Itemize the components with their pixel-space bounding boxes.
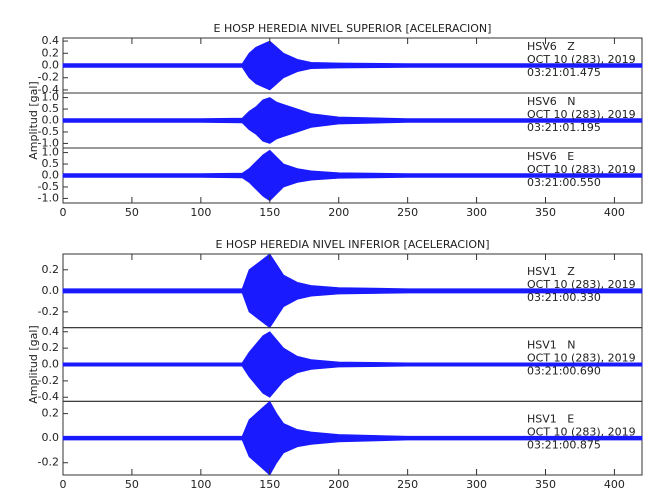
trace-upper (62, 331, 643, 365)
x-tick-label: 300 (466, 206, 487, 219)
x-tick-label: 300 (466, 478, 487, 491)
x-tick-label: 250 (397, 206, 418, 219)
y-tick-label: -1.0 (38, 191, 59, 204)
y-tick-label: 0.0 (42, 114, 60, 127)
date-label: OCT 10 (283), 2019 (527, 53, 636, 66)
x-tick-label: 200 (328, 206, 349, 219)
station-label: HSV1 Z (527, 265, 575, 278)
time-label: 03:21:00.550 (527, 176, 601, 189)
station-label: HSV1 N (527, 339, 576, 352)
y-axis-label: Amplitud [gal] (27, 81, 40, 159)
trace-lower (62, 65, 643, 91)
time-label: 03:21:00.875 (527, 438, 601, 451)
trace-upper (62, 400, 643, 439)
y-tick-label: -0.2 (38, 374, 59, 387)
x-tick-label: 0 (60, 206, 67, 219)
station-label: HSV6 Z (527, 40, 575, 53)
date-label: OCT 10 (283), 2019 (527, 163, 636, 176)
x-tick-label: 0 (60, 478, 67, 491)
trace-lower (62, 290, 643, 329)
y-tick-label: -0.4 (38, 83, 59, 96)
y-tick-label: -0.2 (38, 456, 59, 469)
x-tick-label: 350 (535, 206, 556, 219)
trace-upper (62, 253, 643, 292)
date-label: OCT 10 (283), 2019 (527, 425, 636, 438)
date-label: OCT 10 (283), 2019 (527, 352, 636, 365)
y-axis-label: Amplitud [gal] (27, 325, 40, 403)
y-tick-label: 0.2 (42, 341, 60, 354)
x-tick-label: 200 (328, 478, 349, 491)
x-tick-label: 400 (604, 206, 625, 219)
y-tick-label: 0.4 (42, 325, 60, 338)
x-tick-label: 150 (259, 478, 280, 491)
trace-lower (62, 437, 643, 476)
y-tick-label: 0.0 (42, 431, 60, 444)
trace-upper (62, 40, 643, 66)
x-tick-label: 50 (125, 206, 139, 219)
y-tick-label: 0.4 (42, 34, 60, 47)
y-tick-label: 1.0 (42, 91, 60, 104)
y-tick-label: 0.2 (42, 407, 60, 420)
time-label: 03:21:00.330 (527, 291, 601, 304)
x-tick-label: 100 (190, 206, 211, 219)
date-label: OCT 10 (283), 2019 (527, 278, 636, 291)
station-label: HSV6 E (527, 150, 574, 163)
chart-title: E HOSP HEREDIA NIVEL INFERIOR [ACELERACI… (215, 238, 489, 251)
x-tick-label: 150 (259, 206, 280, 219)
x-tick-label: 400 (604, 478, 625, 491)
y-tick-label: 0.0 (42, 358, 60, 371)
trace-lower (62, 120, 643, 144)
y-tick-label: 0.5 (42, 157, 60, 170)
y-tick-label: 0.0 (42, 59, 60, 72)
y-tick-label: 0.5 (42, 102, 60, 115)
x-tick-label: 50 (125, 478, 139, 491)
y-tick-label: -1.0 (38, 136, 59, 149)
trace-upper (62, 97, 643, 121)
y-tick-label: -0.5 (38, 125, 59, 138)
x-tick-label: 250 (397, 478, 418, 491)
y-tick-label: 0.2 (42, 46, 60, 59)
y-tick-label: -0.2 (38, 305, 59, 318)
y-tick-label: 0.0 (42, 284, 60, 297)
station-label: HSV1 E (527, 412, 574, 425)
y-tick-label: -0.4 (38, 390, 59, 403)
x-tick-label: 350 (535, 478, 556, 491)
y-tick-label: 0.2 (42, 263, 60, 276)
x-tick-label: 100 (190, 478, 211, 491)
y-tick-label: 1.0 (42, 146, 60, 159)
station-label: HSV6 N (527, 95, 576, 108)
time-label: 03:21:01.195 (527, 121, 601, 134)
time-label: 03:21:00.690 (527, 365, 601, 378)
y-tick-label: 0.0 (42, 169, 60, 182)
y-tick-label: -0.2 (38, 71, 59, 84)
date-label: OCT 10 (283), 2019 (527, 108, 636, 121)
y-tick-label: -0.5 (38, 180, 59, 193)
trace-upper (62, 149, 643, 176)
chart-title: E HOSP HEREDIA NIVEL SUPERIOR [ACELERACI… (214, 22, 492, 35)
trace-lower (62, 364, 643, 398)
time-label: 03:21:01.475 (527, 66, 601, 79)
trace-lower (62, 175, 643, 202)
